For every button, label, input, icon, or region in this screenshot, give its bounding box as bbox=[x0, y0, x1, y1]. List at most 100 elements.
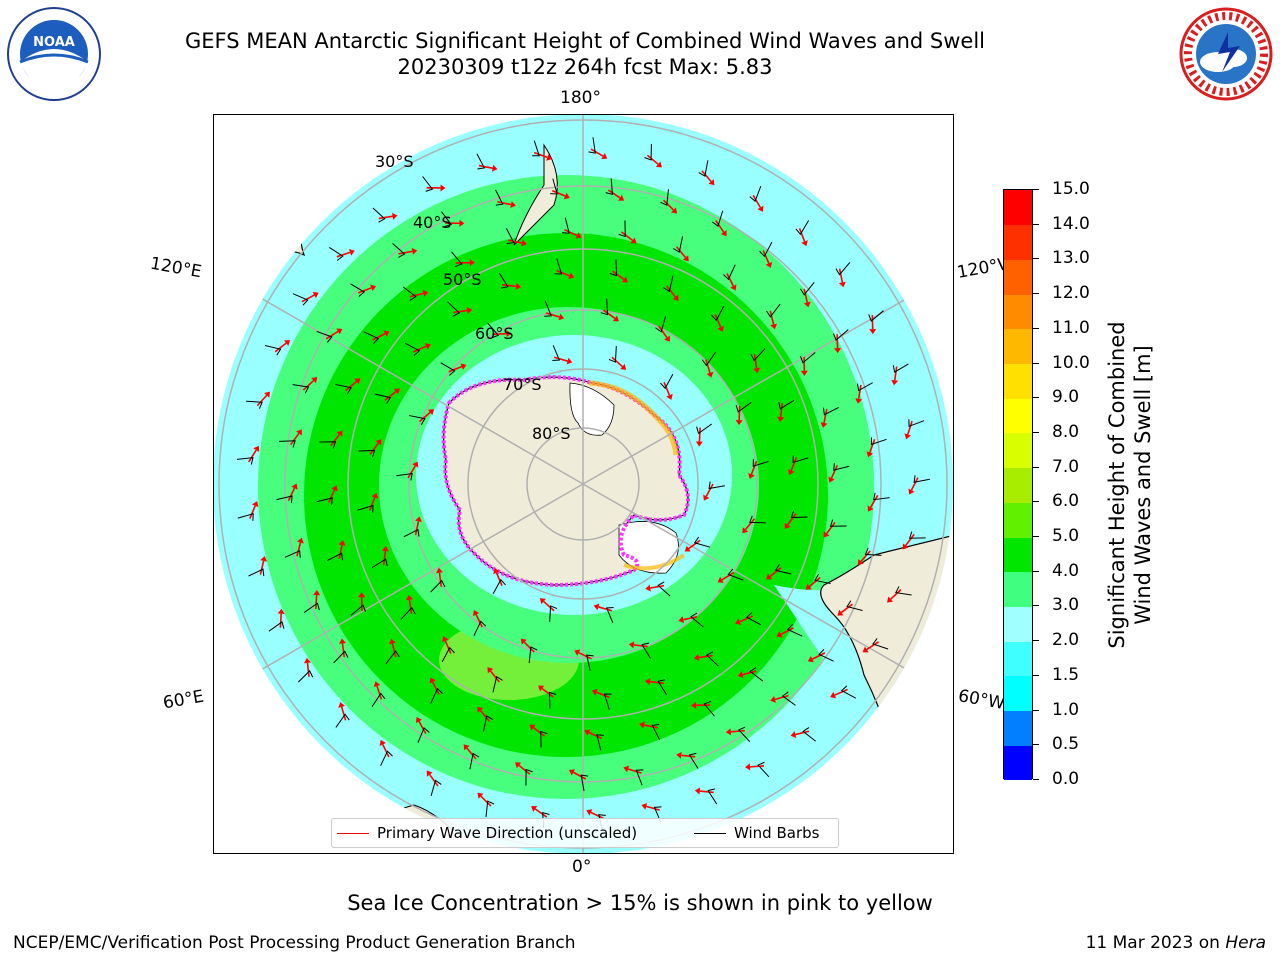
wave-arrow-shaft bbox=[705, 359, 711, 374]
wave-arrow-shaft bbox=[780, 627, 794, 636]
wave-arrow-shaft bbox=[431, 681, 440, 695]
wind-barb bbox=[528, 646, 538, 664]
wind-barb bbox=[441, 646, 455, 663]
colorbar-segment bbox=[1004, 571, 1032, 607]
colorbar-tick-mark bbox=[1033, 362, 1039, 364]
wave-arrow-head bbox=[311, 377, 318, 384]
wave-arrow-head bbox=[251, 501, 259, 508]
wave-arrow-head bbox=[807, 655, 814, 663]
wave-arrow-shaft bbox=[338, 544, 343, 559]
wave-arrow-shaft bbox=[466, 747, 477, 760]
wind-barb bbox=[892, 363, 909, 373]
wave-arrow-head bbox=[563, 192, 570, 200]
colorbar-tick-label: 14.0 bbox=[1052, 213, 1090, 234]
colorbar-tick-mark bbox=[1033, 674, 1039, 676]
wind-barb bbox=[276, 495, 293, 504]
wave-arrow-shaft bbox=[413, 345, 427, 353]
wave-arrow-head bbox=[691, 701, 697, 709]
wind-barb bbox=[727, 568, 744, 581]
wind-barb bbox=[430, 579, 446, 593]
wind-barb bbox=[440, 362, 456, 376]
wave-arrow-head bbox=[354, 378, 361, 385]
wave-arrow-head bbox=[730, 284, 737, 291]
lat-label-70s: 70°S bbox=[503, 375, 542, 394]
wave-arrow-shaft bbox=[419, 411, 431, 423]
wind-barb bbox=[492, 578, 506, 595]
wave-arrow-head bbox=[682, 255, 689, 262]
wind-barb bbox=[549, 605, 558, 622]
wave-arrow-head bbox=[830, 691, 837, 699]
wave-arrow-shaft bbox=[857, 384, 862, 399]
colorbar bbox=[1003, 189, 1033, 781]
wave-arrow-head bbox=[558, 313, 565, 321]
wave-arrow-head bbox=[412, 461, 419, 468]
wave-arrow-head bbox=[370, 284, 377, 292]
wave-arrow-shaft bbox=[345, 380, 358, 392]
wave-arrow-head bbox=[695, 441, 703, 447]
wind-barb bbox=[600, 298, 609, 316]
wave-arrow-shaft bbox=[384, 390, 397, 401]
polar-map bbox=[213, 114, 954, 854]
wind-barb bbox=[268, 621, 285, 632]
wind-barb bbox=[292, 293, 309, 306]
wave-arrow-head bbox=[623, 765, 630, 773]
wind-barb bbox=[586, 654, 594, 671]
chart-subtitle: 20230309 t12z 264h fcst Max: 5.83 bbox=[397, 55, 773, 79]
wave-arrow-shaft bbox=[701, 170, 712, 183]
wave-arrow-head bbox=[422, 289, 429, 297]
wave-arrow-head bbox=[837, 609, 844, 616]
wave-arrow-shaft bbox=[823, 409, 828, 424]
colorbar-segment bbox=[1004, 294, 1032, 330]
wind-barb bbox=[745, 612, 762, 626]
wind-barb bbox=[908, 531, 926, 539]
wave-arrow-head bbox=[338, 702, 346, 708]
wave-arrow-shaft bbox=[492, 332, 507, 336]
wind-barb bbox=[707, 788, 718, 805]
colorbar-tick-label: 8.0 bbox=[1052, 421, 1080, 442]
wave-arrow-head bbox=[693, 654, 700, 662]
wave-arrow-shaft bbox=[646, 154, 659, 165]
wave-arrow-head bbox=[866, 451, 874, 458]
wind-barb bbox=[447, 301, 461, 317]
wind-barb bbox=[833, 329, 849, 341]
wave-arrow-shaft bbox=[508, 239, 523, 244]
wind-barb bbox=[749, 185, 762, 202]
colorbar-segment bbox=[1004, 363, 1032, 399]
wind-barb bbox=[363, 331, 380, 344]
wind-barb bbox=[895, 586, 912, 596]
colorbar-tick-label: 1.5 bbox=[1052, 664, 1080, 685]
wave-arrow-head bbox=[373, 681, 381, 688]
wave-arrow-head bbox=[436, 567, 443, 574]
wave-arrow-head bbox=[708, 179, 715, 186]
wind-barb bbox=[738, 726, 751, 742]
wave-arrow-shaft bbox=[249, 505, 256, 520]
wind-barb bbox=[655, 316, 667, 333]
wave-arrow-shaft bbox=[825, 521, 836, 535]
colorbar-tick-label: 6.0 bbox=[1052, 491, 1080, 512]
wave-arrow-head bbox=[303, 657, 311, 664]
wind-barb bbox=[711, 305, 725, 322]
wave-arrow-head bbox=[358, 592, 366, 598]
wind-barb bbox=[292, 384, 310, 394]
wave-arrow-shaft bbox=[590, 148, 604, 157]
wave-arrow-head bbox=[510, 201, 516, 209]
wave-arrow-head bbox=[296, 429, 302, 436]
wave-arrow-shaft bbox=[762, 250, 770, 264]
wave-arrow-head bbox=[645, 584, 651, 592]
colorbar-label: Significant Height of Combined Wind Wave… bbox=[1104, 275, 1156, 695]
wave-arrow-head bbox=[574, 649, 581, 656]
wave-arrow-head bbox=[593, 603, 600, 611]
wave-arrow-shaft bbox=[633, 644, 648, 648]
wind-barb bbox=[552, 345, 561, 362]
wave-arrow-head bbox=[487, 667, 494, 674]
wind-barb bbox=[409, 415, 426, 425]
wave-arrow-head bbox=[706, 371, 714, 378]
wave-arrow-head bbox=[628, 641, 635, 649]
wind-barb bbox=[588, 137, 596, 154]
lon-label-120e: 120°E bbox=[148, 253, 204, 283]
legend-entry-wave: Primary Wave Direction (unscaled) bbox=[337, 824, 637, 842]
wave-arrow-shaft bbox=[358, 287, 372, 294]
wave-arrow-shaft bbox=[860, 550, 871, 562]
wind-barb bbox=[335, 383, 352, 394]
wave-arrow-head bbox=[770, 323, 778, 330]
